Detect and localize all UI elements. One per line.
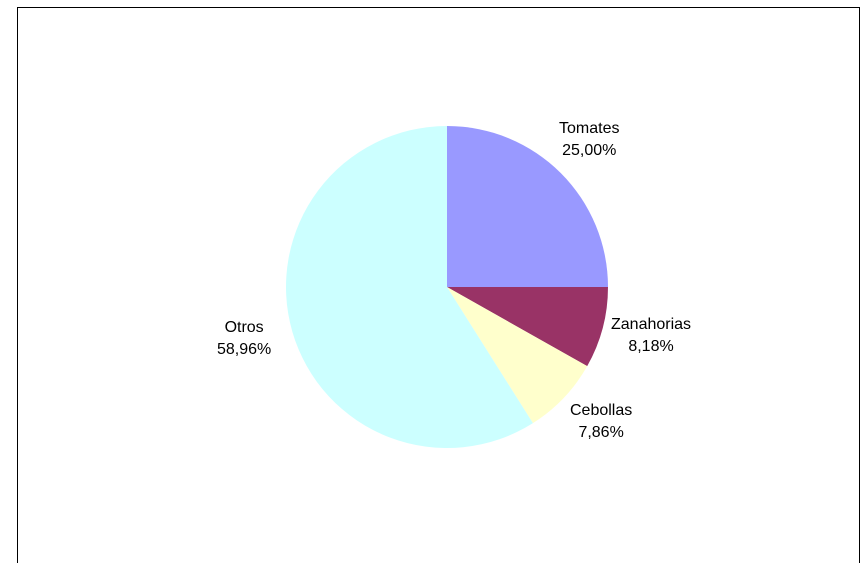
slice-name-zanahorias: Zanahorias: [611, 316, 692, 333]
pie-slice-cebollas: [447, 287, 588, 424]
pie-slice-otros: [285, 126, 533, 448]
slice-label-otros: Otros 58,96%: [217, 317, 271, 361]
chart-area: Tomates 25,00% Zanahorias 8,18% Cebollas…: [17, 7, 860, 563]
slice-name-otros: Otros: [224, 319, 264, 336]
slice-label-zanahorias: Zanahorias 8,18%: [611, 314, 691, 358]
slice-name-cebollas: Cebollas: [570, 402, 633, 419]
slice-value-otros: 58,96%: [217, 341, 272, 358]
slice-label-cebollas: Cebollas 7,86%: [570, 400, 632, 444]
slice-name-tomates: Tomates: [559, 120, 620, 137]
slice-value-cebollas: 7,86%: [578, 424, 624, 441]
pie-chart: [285, 126, 608, 448]
slice-label-tomates: Tomates 25,00%: [559, 118, 619, 162]
pie-slice-tomates: [447, 126, 608, 287]
slice-value-zanahorias: 8,18%: [628, 338, 674, 355]
pie-slice-zanahorias: [447, 287, 608, 367]
slice-value-tomates: 25,00%: [562, 142, 617, 159]
